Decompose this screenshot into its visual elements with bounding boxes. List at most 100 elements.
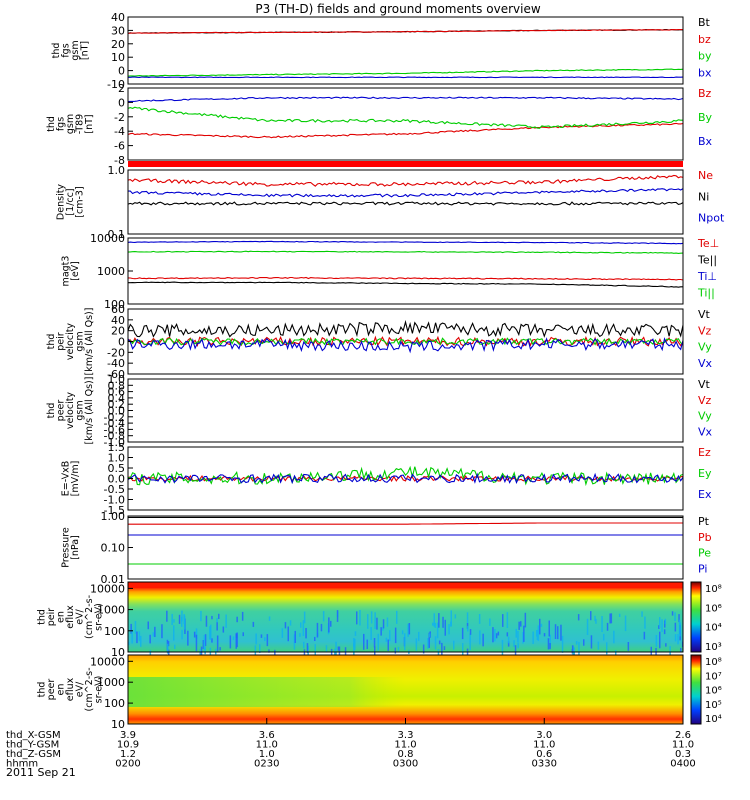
footer-label: thd_X-GSM [6, 730, 61, 741]
footer-value: 3.9 [120, 730, 136, 741]
spectrogram-speckle [443, 646, 446, 650]
footer-value: 0230 [254, 759, 279, 770]
legend-Pe: Pe [698, 547, 711, 560]
spectrogram-speckle [549, 634, 551, 649]
spectrogram-speckle [467, 626, 469, 632]
ytick-label: -0.2 [104, 411, 125, 424]
spectrogram-speckle [209, 626, 211, 640]
ytick-label: 0.01 [101, 573, 126, 586]
ylabel-line: [1/cc] [65, 188, 76, 215]
plot-title: P3 (TH-D) fields and ground moments over… [255, 2, 540, 16]
ylabel-line: magt3 [60, 256, 71, 287]
spectrogram-speckle [517, 642, 519, 649]
spectrogram-speckle [506, 612, 509, 628]
spectrogram-speckle [492, 627, 494, 643]
spectrogram-speckle [434, 636, 437, 650]
spectrogram-speckle [674, 634, 677, 642]
spectrogram-speckle [641, 611, 643, 617]
panel-frame [127, 87, 684, 161]
ylabel-line: [mV/m] [70, 461, 81, 497]
ylabel-line: gsm [70, 40, 81, 60]
spectrogram-speckle [609, 613, 611, 624]
spectrogram-speckle [166, 643, 169, 654]
spectrogram-speckle [469, 629, 472, 635]
ytick-label: 1.0 [108, 373, 126, 386]
spectrogram-speckle [389, 630, 391, 642]
spectrogram-speckle [517, 631, 519, 643]
spectrogram-speckle [204, 646, 206, 655]
spectrogram-speckle [187, 630, 189, 646]
spectrogram-speckle [506, 632, 509, 637]
ytick-label: 20 [111, 325, 125, 338]
spectrogram-speckle [307, 645, 309, 662]
series-Te⊥-line [127, 276, 684, 281]
spectrogram-speckle [335, 641, 337, 656]
series-Pb-line [128, 522, 683, 525]
spectrogram-speckle [181, 616, 183, 627]
spectrogram-speckle [547, 638, 550, 650]
spectrogram-speckle [232, 636, 235, 641]
ylabel-line: peir [56, 332, 67, 351]
spectrogram-speckle [235, 634, 238, 638]
spectrogram-speckle [370, 627, 372, 640]
ytick-label: 20 [111, 38, 125, 51]
spectrogram-speckle [554, 624, 557, 639]
spectrogram-speckle [507, 641, 510, 647]
panel-7: 1.00 0.10 0.01 Pressure[nPa] Pt Pb Pe Pi [60, 510, 711, 586]
legend-Vz: Vz [698, 394, 712, 407]
ytick-label: 0.10 [101, 542, 126, 555]
spectrogram-speckle [448, 624, 450, 635]
ylabel-line: en [56, 684, 67, 696]
ylabel-line: thd [37, 682, 48, 698]
footer-value: 11.0 [672, 740, 694, 751]
ylabel-line: thd [51, 43, 62, 59]
ytick-label: 100 [104, 697, 125, 710]
footer-value: 0.6 [536, 749, 552, 760]
spectrogram-speckle [200, 646, 203, 662]
spectrogram-speckle [428, 633, 431, 638]
legend-Npot: Npot [698, 212, 725, 225]
spectrogram-speckle [211, 638, 213, 643]
panel-3: 10000 1000 100 magt3[eV] Te⊥ Te|| Ti⊥ Ti|| [60, 232, 719, 311]
spectrogram-speckle [643, 631, 646, 640]
colorbar-tick-label: 10⁴ [705, 714, 722, 725]
footer-value: 10.9 [117, 740, 139, 751]
ylabel-line: gsm [65, 114, 76, 134]
spectrogram-speckle [669, 646, 671, 656]
spectrogram-speckle [671, 611, 674, 616]
footer-value: 1.2 [120, 749, 136, 760]
spectrogram-speckle [193, 631, 196, 638]
spectrogram-speckle [195, 628, 198, 639]
ytick-label: -1.0 [104, 494, 125, 507]
footer-value: 0400 [670, 759, 695, 770]
ylabel-line: E=-VxB [60, 461, 71, 496]
ytick-label: -6 [114, 140, 125, 153]
legend-Bx: Bx [698, 135, 713, 148]
spectrogram-speckle [152, 632, 155, 637]
spectrogram-speckle [394, 647, 397, 654]
spectrogram-speckle [386, 617, 389, 627]
spectrogram-speckle [181, 629, 183, 640]
ytick-label: 0.4 [108, 392, 126, 405]
spectrogram-speckle [442, 616, 444, 628]
spectrogram-speckle [266, 634, 269, 647]
spectrogram-speckle [514, 645, 517, 655]
spectrogram-speckle [407, 623, 409, 637]
spectrogram-speckle [299, 633, 301, 637]
ytick-label: -0.8 [104, 430, 125, 443]
spectrogram-speckle [438, 640, 441, 645]
spectrogram-speckle [674, 622, 677, 632]
legend-Te||: Te|| [697, 254, 717, 267]
spectrogram-speckle [613, 630, 615, 644]
ytick-label: 10 [111, 51, 125, 64]
legend-bx: bx [698, 66, 712, 79]
spectrogram-speckle [644, 616, 646, 629]
spectrogram-speckle [314, 636, 316, 641]
spectrogram-band [128, 677, 406, 707]
legend-Vx: Vx [698, 425, 713, 438]
spectrogram-speckle [444, 619, 446, 636]
